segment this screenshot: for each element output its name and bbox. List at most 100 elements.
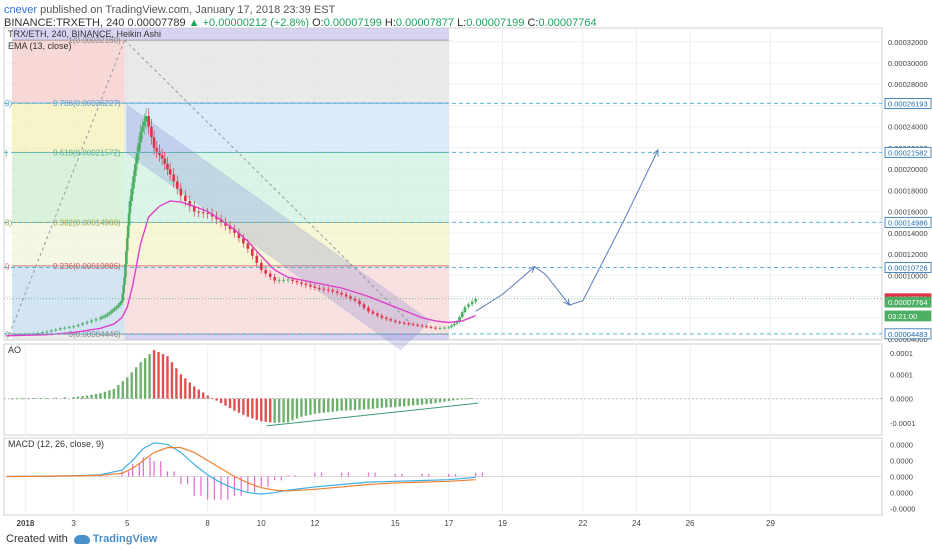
ao-bar (108, 390, 111, 399)
ao-bar (33, 398, 36, 399)
ao-bar (402, 398, 406, 407)
candle-body (113, 308, 117, 310)
time-tick-label: 2018 (17, 519, 35, 528)
price-badge-label: 03:21:00 (888, 312, 917, 321)
candle-body (142, 121, 146, 127)
price-tick-label: 0.00004000 (888, 335, 928, 344)
ao-bar (197, 389, 200, 399)
price-badge (884, 98, 932, 109)
ao-bar (376, 398, 379, 409)
ao-bar (175, 368, 178, 399)
fib-level-label: 1(0.00032160) (69, 36, 121, 45)
candle-body (188, 200, 192, 207)
ao-bar (349, 398, 352, 411)
time-tick-label: 12 (310, 519, 319, 528)
ao-bar (45, 397, 49, 399)
candle-body (344, 294, 348, 297)
ao-bar (313, 398, 317, 414)
ao-bar (358, 398, 361, 410)
fib-stub-label: 0) (5, 99, 12, 108)
ao-bar (367, 398, 370, 410)
fib-stub-label: i) (5, 262, 10, 271)
candle-body (206, 213, 209, 215)
ao-bar (277, 398, 281, 423)
fib-stub-label: 8) (5, 218, 12, 227)
trend-channel[interactable] (126, 104, 431, 351)
low-label: L: (457, 17, 467, 29)
time-tick-label: 10 (257, 519, 266, 528)
candle-body (125, 238, 129, 252)
projection-path[interactable] (475, 150, 658, 312)
ao-bar (54, 397, 57, 399)
price-badge (884, 262, 932, 273)
candle-body (85, 321, 89, 324)
fib-zone-left (12, 103, 125, 153)
candle-body (411, 324, 415, 326)
candle-body (104, 315, 108, 317)
candle-body (326, 289, 330, 291)
candle-body (349, 296, 352, 299)
ao-bar (353, 398, 357, 411)
ao-bar (295, 398, 299, 419)
time-tick-label: 3 (71, 519, 76, 528)
close-label: C: (527, 17, 539, 29)
candle-body (137, 142, 141, 154)
ao-bar (219, 398, 223, 404)
ao-divergence-line (266, 402, 479, 427)
publisher-user[interactable]: cnever (4, 4, 38, 16)
pane-legends: TRX/ETH, 240, BINANCE, Heikin Ashi EMA (… (8, 29, 161, 449)
ao-bar (237, 398, 241, 413)
ema-line (6, 200, 476, 337)
candle-body (139, 132, 142, 143)
fib-zone-left (12, 222, 125, 266)
candle-body (340, 292, 343, 295)
candle-body (72, 326, 75, 328)
candle-body (309, 285, 312, 287)
candle-body (111, 309, 115, 312)
candle-body (108, 312, 111, 315)
ao-bar (210, 398, 214, 399)
candle-body (251, 248, 254, 256)
ao-bar (255, 398, 258, 420)
ao-bar (416, 398, 419, 406)
fib-zone-left (12, 334, 125, 340)
ao-bar (322, 398, 325, 413)
time-tick-label: 29 (766, 519, 775, 528)
ao-tick-label: 0.0001 (890, 349, 913, 358)
candle-body (460, 312, 464, 318)
ao-bar (224, 398, 227, 406)
change-value: +0.00000212 (+2.8%) (202, 17, 310, 29)
close-value: 0.00007764 (538, 17, 597, 29)
horizontal-levels[interactable] (4, 102, 882, 335)
ema-legend: EMA (13, close) (8, 41, 72, 51)
ao-bar (188, 382, 191, 399)
candle-body (158, 151, 161, 155)
candle-body (371, 311, 375, 314)
price-tick-label: 0.00028000 (888, 80, 928, 89)
candle-body (389, 319, 393, 321)
candle-body (246, 243, 250, 249)
candle-body (318, 288, 321, 289)
fib-zone-right (124, 222, 449, 266)
ao-bar (206, 395, 209, 399)
projection-arrow (569, 150, 657, 306)
tradingview-logo[interactable]: TradingView (73, 533, 157, 545)
ao-tick-label: 0.0000 (890, 395, 913, 404)
candle-body (268, 273, 272, 278)
ao-bar (300, 398, 303, 417)
fib-zone-left (12, 28, 125, 41)
candle-body (67, 326, 71, 328)
candle-body (300, 282, 303, 284)
time-tick-label: 24 (632, 519, 641, 528)
candle-body (463, 307, 467, 313)
channel-fill (126, 104, 431, 351)
fib-trend-line-up (8, 39, 126, 335)
macd-tick-label: -0.0000 (890, 505, 915, 514)
candle-body (132, 176, 135, 189)
price-tick-label: 0.00018000 (888, 186, 928, 195)
ao-bar (16, 398, 19, 400)
candle-body (125, 251, 128, 265)
ao-bar (331, 398, 334, 412)
ao-bar (26, 398, 30, 400)
